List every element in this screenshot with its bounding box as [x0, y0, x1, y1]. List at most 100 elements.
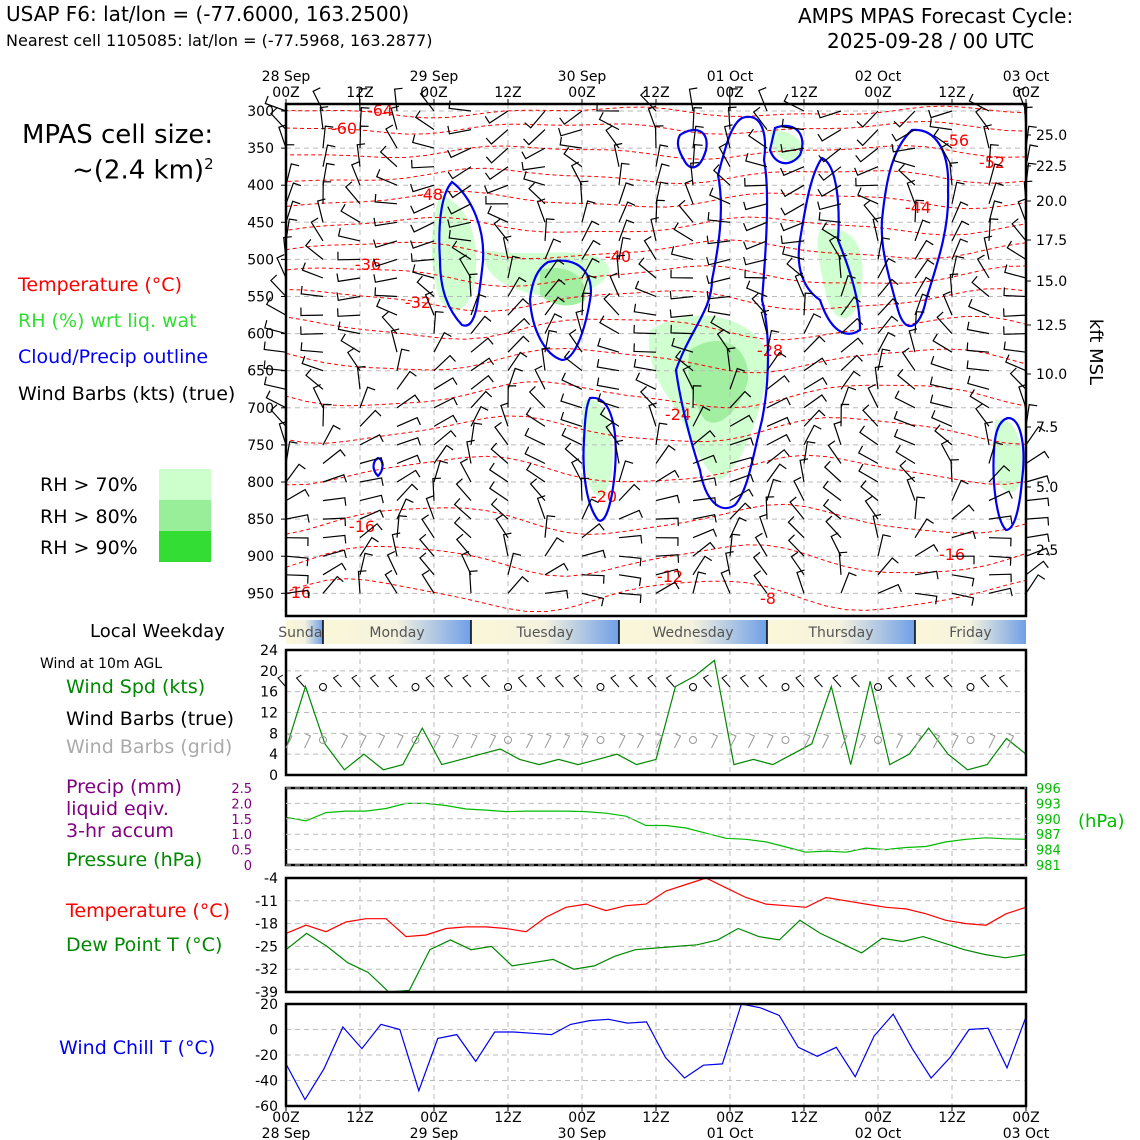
- cell-size-value-text: ~(2.4 km): [72, 155, 205, 186]
- upper-wind-barb: [633, 343, 657, 353]
- upper-wind-barb: [425, 495, 435, 520]
- upper-wind-barb: [766, 397, 791, 409]
- upper-wind-barb: [891, 129, 916, 142]
- upper-wind-barb: [864, 496, 879, 520]
- temperature-contour-label: -16: [285, 583, 311, 602]
- upper-wind-barb: [976, 254, 990, 279]
- upper-wind-barb: [988, 587, 1013, 597]
- upper-wind-barb: [1025, 475, 1050, 484]
- upper-wind-barb: [854, 166, 879, 176]
- upper-wind-barb: [897, 368, 916, 390]
- upper-wind-barb: [639, 89, 657, 112]
- upper-wind-barb: [780, 235, 805, 245]
- surface-wind-barb: [702, 674, 712, 688]
- upper-wind-barb: [596, 102, 620, 112]
- upper-wind-barb: [633, 358, 657, 372]
- upper-wind-barb: [914, 199, 925, 223]
- upper-wind-barb: [373, 274, 398, 283]
- upper-wind-barb: [789, 496, 805, 520]
- upper-wind-barb: [766, 433, 791, 446]
- upper-wind-barb: [729, 516, 747, 538]
- upper-wind-barb: [692, 541, 716, 557]
- surface-wind-barb-grid: [544, 733, 552, 749]
- pressure-tick-label: 300: [247, 104, 274, 120]
- upper-wind-barb: [951, 479, 969, 501]
- upper-wind-barb: [544, 238, 562, 260]
- upper-wind-barb: [507, 276, 527, 297]
- kft-msl-label: kft MSL: [1085, 319, 1106, 385]
- calm-circle: [504, 683, 512, 691]
- pressure-tick-label: 800: [247, 475, 274, 491]
- upper-wind-barb: [670, 246, 694, 260]
- upper-wind-barb: [682, 365, 694, 390]
- upper-wind-barb: [766, 463, 787, 483]
- upper-wind-barb: [968, 298, 990, 316]
- upper-wind-barb: [322, 497, 347, 506]
- upper-wind-barb: [872, 513, 882, 538]
- upper-wind-barb: [322, 162, 335, 186]
- upper-wind-barb: [856, 129, 879, 147]
- legend-rh70-label: RH > 70%: [40, 474, 138, 496]
- temperature-contour-label: -64: [367, 101, 393, 120]
- upper-wind-barb: [655, 199, 665, 223]
- height-tick-label: 5.0: [1036, 480, 1058, 496]
- upper-wind-barb: [544, 536, 565, 557]
- surface-wind-barb-grid: [711, 733, 719, 749]
- surface-wind-barb-grid: [674, 733, 682, 749]
- upper-wind-barb: [655, 581, 680, 594]
- temperature-legend: Temperature (°C): [66, 900, 230, 922]
- surface-wind-barb: [739, 674, 749, 688]
- upper-wind-barb: [433, 397, 458, 409]
- upper-wind-barb: [822, 498, 842, 520]
- temperature-contour-line: [285, 190, 1027, 210]
- upper-wind-barb: [597, 393, 620, 409]
- temperature-contour-label: -16: [939, 545, 965, 564]
- upper-wind-barb: [787, 534, 805, 557]
- upper-wind-barb: [1004, 264, 1027, 279]
- upper-wind-barb: [914, 219, 931, 242]
- pressure-tick-label: 550: [247, 290, 274, 306]
- upper-wind-barb: [447, 184, 472, 199]
- upper-wind-barb: [674, 350, 694, 372]
- legend-temperature: Temperature (°C): [18, 274, 182, 296]
- upper-wind-barbs: [263, 87, 1050, 607]
- upper-wind-barb: [470, 422, 483, 445]
- pressure-line: [285, 802, 1027, 853]
- upper-wind-barb: [1025, 497, 1050, 507]
- upper-wind-barb: [817, 110, 842, 119]
- surface-wind-barb-grid: [822, 733, 830, 749]
- upper-wind-barb: [396, 483, 419, 502]
- upper-wind-barb: [618, 483, 641, 502]
- surface-wind-barb: [795, 674, 805, 688]
- upper-wind-barb: [544, 313, 563, 334]
- top-date-label: 28 Sep: [262, 69, 311, 85]
- upper-wind-barb: [544, 562, 569, 576]
- upper-wind-barb: [618, 236, 631, 260]
- upper-wind-barb: [743, 221, 768, 232]
- upper-wind-barb: [951, 504, 975, 520]
- upper-wind-barb: [988, 441, 1004, 464]
- upper-wind-barb: [285, 182, 302, 205]
- upper-wind-barb: [396, 394, 421, 409]
- precip-tick-label: 0: [244, 859, 252, 874]
- upper-wind-barb: [895, 444, 916, 465]
- upper-wind-barb: [322, 517, 346, 527]
- upper-wind-barb: [265, 297, 287, 316]
- weekday-label: Sunday: [278, 625, 330, 641]
- weekday-segment: [767, 620, 915, 644]
- precip-tick-label: 2.5: [231, 782, 252, 797]
- upper-wind-barb: [322, 449, 346, 464]
- wind-barbs-true-legend: Wind Barbs (true): [66, 708, 235, 730]
- upper-wind-barb: [544, 296, 565, 316]
- panel-y-tick-label: -40: [255, 1074, 278, 1090]
- upper-wind-barb: [891, 143, 916, 153]
- upper-wind-barb: [433, 444, 454, 464]
- height-tick-label: 17.5: [1036, 233, 1067, 249]
- pressure-tick-label: 400: [247, 178, 274, 194]
- upper-wind-barb: [988, 555, 1012, 566]
- upper-wind-barb: [877, 331, 896, 353]
- panel-y-tick-label: -18: [255, 917, 278, 933]
- upper-wind-barb: [381, 311, 398, 334]
- upper-wind-barb: [692, 571, 707, 594]
- upper-wind-barb: [862, 404, 879, 427]
